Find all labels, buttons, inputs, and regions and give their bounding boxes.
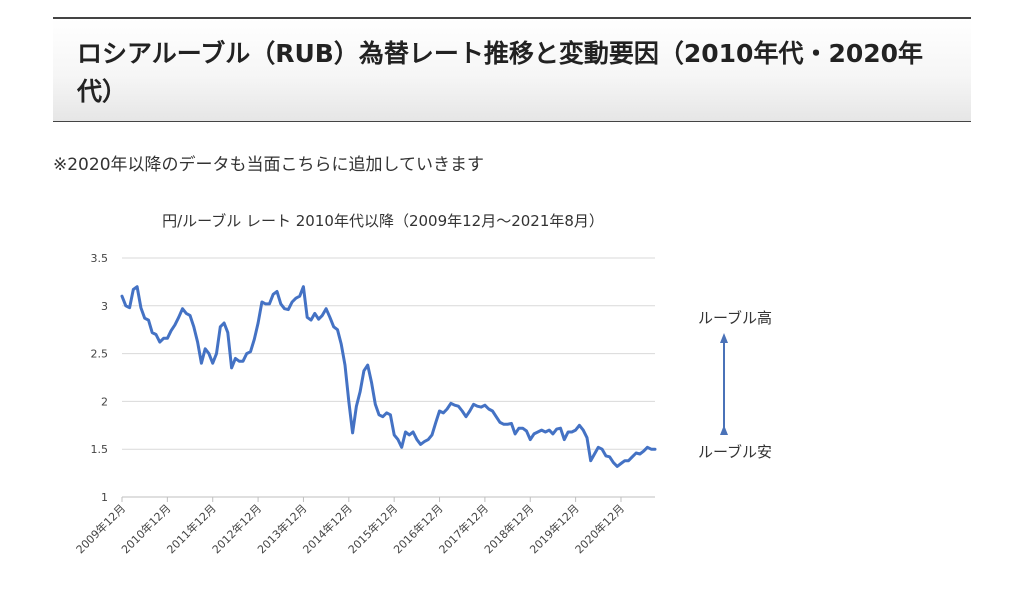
chart-title: 円/ルーブル レート 2010年代以降（2009年12月～2021年8月） — [162, 212, 604, 230]
y-tick-label: 3 — [101, 300, 108, 313]
chart-grid — [122, 257, 655, 498]
y-axis: 1 1.5 2 2.5 3 3.5 — [91, 252, 109, 504]
series-group — [120, 285, 657, 468]
ruble-strong-label: ルーブル高 — [698, 309, 772, 327]
page-header: ロシアルーブル（RUB）為替レート推移と変動要因（2010年代・2020年代） — [53, 17, 971, 122]
note-text: ※2020年以降のデータも当面こちらに追加していきます — [53, 155, 484, 175]
y-tick-label: 1 — [101, 491, 108, 504]
y-tick-label: 3.5 — [91, 252, 109, 265]
y-tick-label: 2.5 — [91, 348, 109, 361]
x-axis: 2009年12月2010年12月2011年12月2012年12月2013年12月… — [73, 497, 627, 556]
y-tick-label: 2 — [101, 395, 108, 408]
x-tick-label: 2020年12月 — [572, 501, 627, 556]
series-line — [120, 285, 657, 468]
page-title: ロシアルーブル（RUB）為替レート推移と変動要因（2010年代・2020年代） — [77, 39, 924, 106]
ruble-weak-label: ルーブル安 — [698, 443, 772, 461]
y-tick-label: 1.5 — [91, 443, 109, 456]
